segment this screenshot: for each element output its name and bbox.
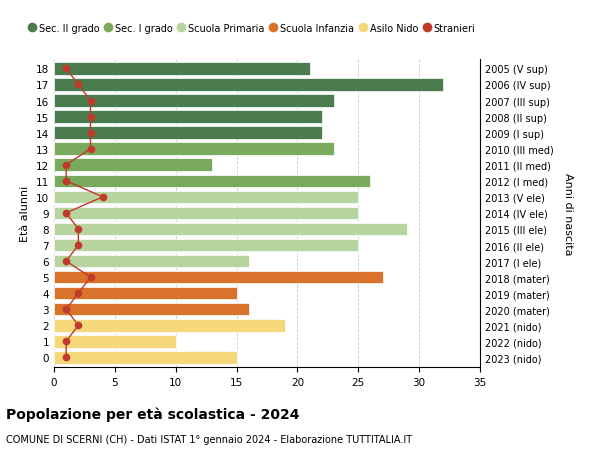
Bar [54,336,176,348]
Bar [54,175,370,188]
Bar [54,271,383,284]
Text: COMUNE DI SCERNI (CH) - Dati ISTAT 1° gennaio 2024 - Elaborazione TUTTITALIA.IT: COMUNE DI SCERNI (CH) - Dati ISTAT 1° ge… [6,434,412,444]
Y-axis label: Anni di nascita: Anni di nascita [563,172,573,255]
Bar [54,351,236,364]
Bar [54,95,334,107]
Bar [54,207,358,220]
Bar [54,159,212,172]
Text: Popolazione per età scolastica - 2024: Popolazione per età scolastica - 2024 [6,406,299,421]
Bar [54,239,358,252]
Bar [54,255,249,268]
Bar [54,63,310,76]
Legend: Sec. II grado, Sec. I grado, Scuola Primaria, Scuola Infanzia, Asilo Nido, Stran: Sec. II grado, Sec. I grado, Scuola Prim… [24,20,479,38]
Bar [54,79,443,91]
Bar [54,191,358,204]
Y-axis label: Età alunni: Età alunni [20,185,31,241]
Bar [54,303,249,316]
Bar [54,319,285,332]
Bar [54,127,322,140]
Bar [54,111,322,123]
Bar [54,223,407,236]
Bar [54,143,334,156]
Bar [54,287,236,300]
